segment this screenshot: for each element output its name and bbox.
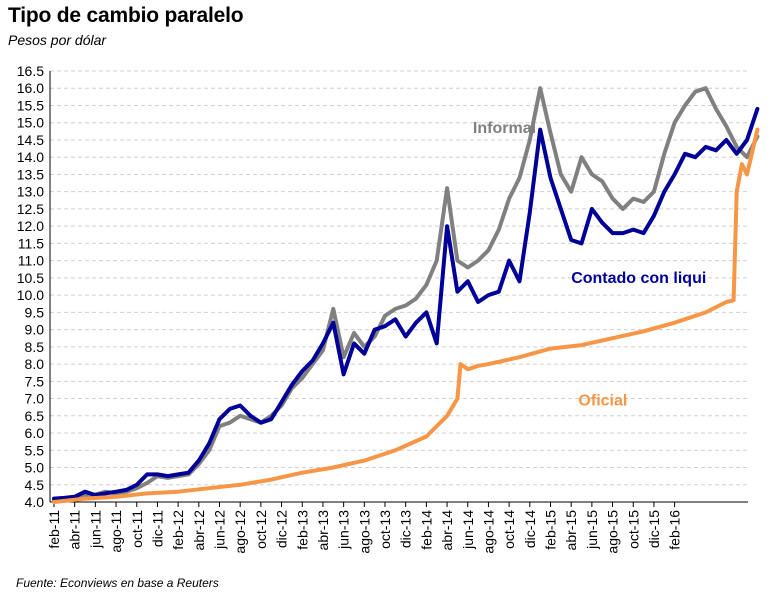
x-tick-label: oct-15 — [625, 510, 641, 549]
y-tick-label: 4.0 — [25, 494, 45, 510]
x-tick-label: feb-14 — [418, 510, 434, 550]
x-tick-label: oct-14 — [501, 510, 517, 549]
series-lines — [52, 86, 760, 504]
x-tick-label: ago-11 — [108, 510, 124, 553]
y-tick-label: 14.0 — [17, 149, 44, 165]
y-tick-label: 14.5 — [17, 132, 44, 148]
contado-con-liqui-label: Contado con liqui — [571, 270, 706, 287]
x-tick-label: jun-15 — [584, 510, 600, 550]
y-tick-label: 13.0 — [17, 184, 44, 200]
series-line-2 — [52, 127, 760, 504]
y-tick-label: 12.0 — [17, 218, 44, 234]
x-tick-label: abr-12 — [191, 510, 207, 551]
x-tick-label: ago-13 — [356, 510, 372, 554]
x-tick-label: abr-11 — [67, 510, 83, 550]
y-tick-label: 11.0 — [18, 253, 44, 269]
y-tick-label: 6.5 — [25, 408, 45, 424]
x-tick-label: oct-11 — [129, 510, 145, 548]
x-tick-label: oct-12 — [253, 510, 269, 549]
y-tick-label: 11.5 — [18, 235, 44, 251]
y-tick-label: 9.5 — [25, 304, 45, 320]
oficial-label: Oficial — [578, 392, 627, 409]
x-tick-label: ago-12 — [232, 510, 248, 554]
y-tick-label: 9.0 — [25, 322, 45, 338]
x-tick-label: feb-13 — [294, 510, 310, 550]
x-tick-label: abr-13 — [315, 510, 331, 551]
x-tick-label: abr-14 — [439, 510, 455, 551]
y-tick-label: 15.0 — [17, 115, 44, 131]
x-tick-label: dic-13 — [398, 510, 414, 548]
y-tick-label: 7.0 — [25, 391, 45, 407]
gridlines — [50, 70, 748, 486]
x-tick-label: jun-14 — [460, 510, 476, 550]
y-tick-label: 8.5 — [25, 339, 45, 355]
y-tick-label: 15.5 — [17, 97, 44, 113]
x-tick-label: feb-16 — [667, 510, 683, 550]
x-tick-label: jun-11 — [87, 510, 103, 549]
y-tick-label: 6.0 — [25, 425, 45, 441]
y-tick-label: 13.5 — [17, 166, 44, 182]
x-tick-label: dic-15 — [646, 510, 662, 548]
y-tick-label: 7.5 — [25, 373, 45, 389]
x-tick-label: feb-15 — [543, 510, 559, 550]
chart-title: Tipo de cambio paralelo — [8, 4, 244, 27]
y-tick-label: 16.5 — [17, 63, 44, 79]
x-tick-label: dic-12 — [274, 510, 290, 548]
x-tick-label: ago-14 — [480, 510, 496, 554]
x-tick-label: feb-12 — [170, 510, 186, 550]
informal-label: Informal — [473, 120, 536, 137]
y-tick-label: 10.5 — [17, 270, 44, 286]
x-tick-label: abr-15 — [563, 510, 579, 551]
y-tick-label: 5.5 — [25, 442, 45, 458]
series-line-1 — [52, 106, 760, 501]
series-labels: Informal Contado con liqui Oficial — [473, 120, 706, 409]
chart-subtitle: Pesos por dólar — [8, 32, 107, 48]
x-tick-label: dic-14 — [522, 510, 538, 548]
y-tick-label: 5.0 — [25, 460, 45, 476]
x-tick-label: ago-15 — [605, 510, 621, 554]
x-tick-label: dic-11 — [149, 510, 165, 547]
series-line-0 — [52, 86, 760, 503]
x-tick-label: jun-12 — [212, 510, 228, 550]
x-tick-label: jun-13 — [336, 510, 352, 550]
y-tick-label: 12.5 — [17, 201, 44, 217]
source-note: Fuente: Econviews en base a Reuters — [16, 576, 219, 590]
x-tick-label: oct-13 — [377, 510, 393, 549]
y-tick-label: 10.0 — [17, 287, 44, 303]
y-tick-label: 4.5 — [25, 477, 45, 493]
y-tick-label: 8.0 — [25, 356, 45, 372]
x-tick-label: feb-11 — [46, 510, 62, 549]
axes: 4.04.55.0 5.56.06.57.0 7.58.08.59.0 9.510.0… — [17, 63, 748, 554]
y-tick-label: 16.0 — [17, 80, 44, 96]
